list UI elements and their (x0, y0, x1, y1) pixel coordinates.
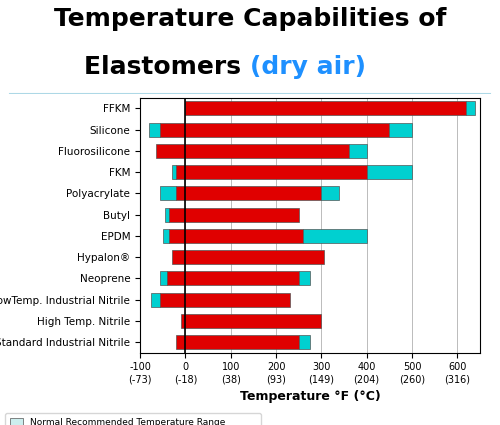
Bar (170, 208, 298, 221)
Bar (172, 250, 324, 264)
Bar (390, 123, 412, 136)
Bar (156, 144, 348, 158)
X-axis label: Temperature °F (°C): Temperature °F (°C) (240, 390, 380, 402)
Text: (dry air): (dry air) (250, 55, 366, 79)
Bar (322, 187, 340, 200)
Bar (160, 123, 390, 136)
Bar (348, 144, 366, 158)
Bar (298, 335, 310, 349)
Bar (176, 165, 366, 179)
Bar (160, 293, 290, 306)
Bar (160, 187, 176, 200)
Text: Temperature Capabilities of: Temperature Capabilities of (54, 7, 446, 31)
Bar (172, 165, 176, 179)
Bar (186, 102, 466, 115)
Bar (170, 229, 303, 243)
Bar (162, 229, 170, 243)
Bar (466, 102, 475, 115)
Bar (167, 272, 298, 285)
Text: Elastomers: Elastomers (84, 55, 250, 79)
Bar (303, 229, 366, 243)
Bar (149, 123, 160, 136)
Bar (160, 272, 167, 285)
Bar (176, 187, 322, 200)
Bar (165, 208, 170, 221)
Bar (298, 272, 310, 285)
Bar (176, 335, 298, 349)
Bar (181, 314, 322, 328)
Bar (366, 165, 412, 179)
Bar (152, 293, 160, 306)
Legend: Normal Recommended Temperature Range, Extended Temperature Range for Short Term : Normal Recommended Temperature Range, Ex… (5, 414, 261, 425)
